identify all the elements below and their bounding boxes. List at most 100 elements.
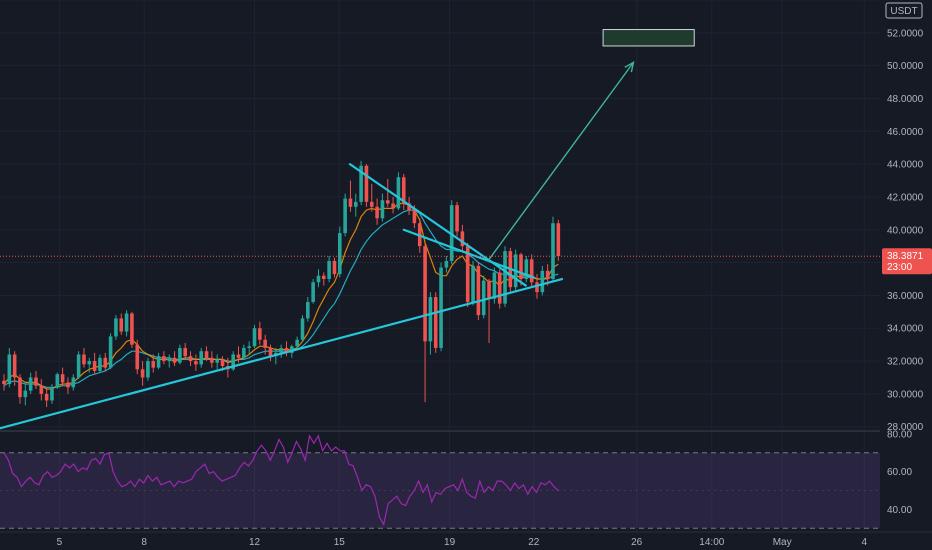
candle-body[interactable] <box>204 351 209 358</box>
currency-badge[interactable] <box>885 2 923 19</box>
candle-body[interactable] <box>551 223 555 280</box>
candle-body[interactable] <box>423 246 427 342</box>
candle-body[interactable] <box>28 377 33 391</box>
candle-body[interactable] <box>412 210 417 224</box>
candle-body[interactable] <box>471 265 475 302</box>
candle-body[interactable] <box>290 346 294 353</box>
candle-body[interactable] <box>385 200 390 204</box>
candle-body[interactable] <box>540 270 545 293</box>
candle-body[interactable] <box>162 356 166 362</box>
candle-body[interactable] <box>529 259 534 283</box>
candles[interactable] <box>2 160 561 408</box>
candle-body[interactable] <box>119 318 124 332</box>
candle-body[interactable] <box>7 354 12 385</box>
candle-body[interactable] <box>114 318 118 337</box>
candle-body[interactable] <box>140 369 145 378</box>
candle-body[interactable] <box>66 382 70 388</box>
candle-body[interactable] <box>268 347 273 357</box>
candle-body[interactable] <box>444 260 449 268</box>
candle-body[interactable] <box>476 265 481 316</box>
candle-body[interactable] <box>60 374 65 383</box>
candle-body[interactable] <box>455 205 459 232</box>
candle-body[interactable] <box>87 361 92 365</box>
candle-body[interactable] <box>465 246 470 302</box>
candle-body[interactable] <box>98 357 102 371</box>
candle-body[interactable] <box>439 267 443 348</box>
candle-body[interactable] <box>348 198 353 207</box>
candle-body[interactable] <box>380 200 385 219</box>
candle-body[interactable] <box>391 203 395 209</box>
candle-body[interactable] <box>210 357 214 363</box>
upper-trendline-inner[interactable] <box>402 228 535 279</box>
candle-body[interactable] <box>535 282 539 293</box>
candle-body[interactable] <box>247 346 251 348</box>
candle-body[interactable] <box>396 177 401 209</box>
candle-body[interactable] <box>460 231 465 247</box>
candle-body[interactable] <box>263 339 267 348</box>
candle-body[interactable] <box>82 354 86 365</box>
candle-body[interactable] <box>327 260 331 280</box>
candle-body[interactable] <box>34 377 38 386</box>
candle-body[interactable] <box>124 313 129 332</box>
candle-body[interactable] <box>332 260 337 275</box>
candle-body[interactable] <box>167 357 172 362</box>
candle-body[interactable] <box>220 359 225 366</box>
candle-body[interactable] <box>76 354 81 378</box>
candle-body[interactable] <box>194 361 198 365</box>
candle-body[interactable] <box>242 347 246 358</box>
candle-body[interactable] <box>183 347 188 357</box>
candle-body[interactable] <box>44 393 49 401</box>
candle-body[interactable] <box>481 280 486 316</box>
candle-body[interactable] <box>295 339 299 347</box>
candle-body[interactable] <box>300 318 305 340</box>
candle-body[interactable] <box>497 272 502 304</box>
candle-body[interactable] <box>199 351 204 365</box>
candle-body[interactable] <box>284 347 289 353</box>
candle-body[interactable] <box>487 280 491 299</box>
candle-body[interactable] <box>503 251 507 304</box>
candle-body[interactable] <box>188 356 193 362</box>
upper-trendline-outer[interactable] <box>348 163 527 287</box>
candle-body[interactable] <box>279 347 283 353</box>
candle-body[interactable] <box>151 361 156 368</box>
candle-body[interactable] <box>215 359 219 363</box>
candle-body[interactable] <box>407 203 411 211</box>
candle-body[interactable] <box>556 223 561 257</box>
candle-body[interactable] <box>18 377 22 398</box>
candle-body[interactable] <box>258 328 262 340</box>
projection-arrow[interactable] <box>487 61 635 262</box>
target-zone[interactable] <box>602 29 695 47</box>
candle-body[interactable] <box>231 354 235 370</box>
candle-body[interactable] <box>519 254 523 280</box>
candle-body[interactable] <box>50 387 54 401</box>
candle-body[interactable] <box>55 374 60 388</box>
candle-body[interactable] <box>343 198 347 234</box>
candle-body[interactable] <box>156 356 161 368</box>
candle-body[interactable] <box>108 336 113 368</box>
candle-body[interactable] <box>146 361 150 378</box>
candle-body[interactable] <box>401 177 406 204</box>
candle-body[interactable] <box>178 347 182 363</box>
candle-body[interactable] <box>2 380 6 385</box>
time-axis[interactable] <box>0 532 932 550</box>
candle-body[interactable] <box>39 385 44 394</box>
candle-body[interactable] <box>12 354 17 378</box>
candle-body[interactable] <box>236 354 241 358</box>
candle-body[interactable] <box>311 282 315 302</box>
candle-body[interactable] <box>524 259 529 280</box>
candle-body[interactable] <box>428 297 433 342</box>
candle-body[interactable] <box>492 272 497 299</box>
candle-body[interactable] <box>322 275 326 280</box>
candle-body[interactable] <box>433 297 438 348</box>
lower-trendline[interactable] <box>0 277 564 430</box>
candle-body[interactable] <box>306 301 310 319</box>
candle-body[interactable] <box>449 205 454 261</box>
candle-body[interactable] <box>172 357 177 363</box>
price-axis[interactable] <box>880 0 932 550</box>
candle-body[interactable] <box>545 270 550 280</box>
candle-body[interactable] <box>375 206 379 219</box>
candle-body[interactable] <box>316 275 321 283</box>
candle-body[interactable] <box>135 344 140 370</box>
candle-body[interactable] <box>71 377 76 388</box>
